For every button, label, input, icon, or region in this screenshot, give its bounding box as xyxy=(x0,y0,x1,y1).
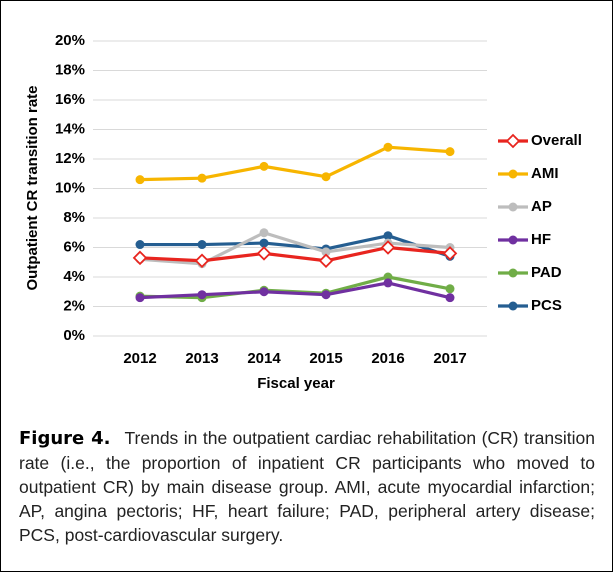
marker xyxy=(197,290,207,300)
x-axis-label: Fiscal year xyxy=(257,375,335,392)
marker xyxy=(132,250,148,266)
marker xyxy=(508,268,518,278)
marker xyxy=(318,253,334,269)
marker xyxy=(259,161,269,171)
y-tick-label: 14% xyxy=(55,120,85,137)
marker xyxy=(256,246,272,261)
legend-label: AMI xyxy=(531,165,559,182)
series-line xyxy=(139,145,451,182)
y-tick-label: 16% xyxy=(55,91,85,108)
marker xyxy=(508,202,518,212)
legend-label: HF xyxy=(531,231,551,248)
series-line xyxy=(139,281,451,300)
marker xyxy=(197,240,207,250)
caption-label: Figure 4. xyxy=(19,428,111,449)
marker xyxy=(135,293,145,303)
marker xyxy=(321,172,331,182)
marker xyxy=(321,290,331,300)
legend-label: PAD xyxy=(531,264,562,281)
marker xyxy=(445,147,455,157)
marker xyxy=(508,301,518,311)
marker xyxy=(259,238,269,248)
x-tick-label: 2013 xyxy=(185,350,218,367)
series-line xyxy=(140,234,451,258)
x-tick-label: 2016 xyxy=(371,350,404,367)
caption: Figure 4. Trends in the outpatient cardia… xyxy=(19,426,595,547)
marker xyxy=(383,142,393,152)
marker xyxy=(197,173,207,183)
chart: Outpatient CR transition rate Fiscal yea… xyxy=(24,32,582,392)
legend-label: AP xyxy=(531,198,552,215)
y-tick-label: 20% xyxy=(55,32,85,49)
y-tick-label: 10% xyxy=(55,179,85,196)
caption-text: Trends in the outpatient cardiac rehabil… xyxy=(19,428,595,545)
x-tick-label: 2012 xyxy=(123,350,156,367)
y-tick-label: 2% xyxy=(63,297,85,314)
marker xyxy=(445,293,455,303)
marker xyxy=(442,246,458,261)
y-axis-label: Outpatient CR transition rate xyxy=(24,85,41,290)
y-tick-label: 6% xyxy=(63,238,85,255)
marker xyxy=(508,235,518,245)
marker xyxy=(321,247,331,257)
legend-label: Overall xyxy=(531,132,582,149)
marker xyxy=(194,253,210,269)
x-tick-label: 2015 xyxy=(309,350,342,367)
x-tick-label: 2014 xyxy=(247,350,281,367)
marker xyxy=(505,133,521,149)
legend-label: PCS xyxy=(531,297,562,314)
x-tick-label: 2017 xyxy=(433,350,466,367)
marker xyxy=(508,169,518,179)
y-tick-label: 0% xyxy=(63,327,85,344)
marker xyxy=(259,228,269,238)
y-tick-label: 4% xyxy=(63,268,85,285)
marker xyxy=(380,240,396,255)
y-tick-label: 8% xyxy=(63,209,85,226)
marker xyxy=(445,284,455,294)
marker xyxy=(259,287,269,297)
series-line xyxy=(139,245,451,263)
marker xyxy=(383,278,393,288)
y-tick-label: 18% xyxy=(55,61,85,78)
marker xyxy=(383,231,393,241)
marker xyxy=(135,175,145,185)
series-line xyxy=(139,231,451,266)
marker xyxy=(135,240,145,250)
y-tick-label: 12% xyxy=(55,150,85,167)
